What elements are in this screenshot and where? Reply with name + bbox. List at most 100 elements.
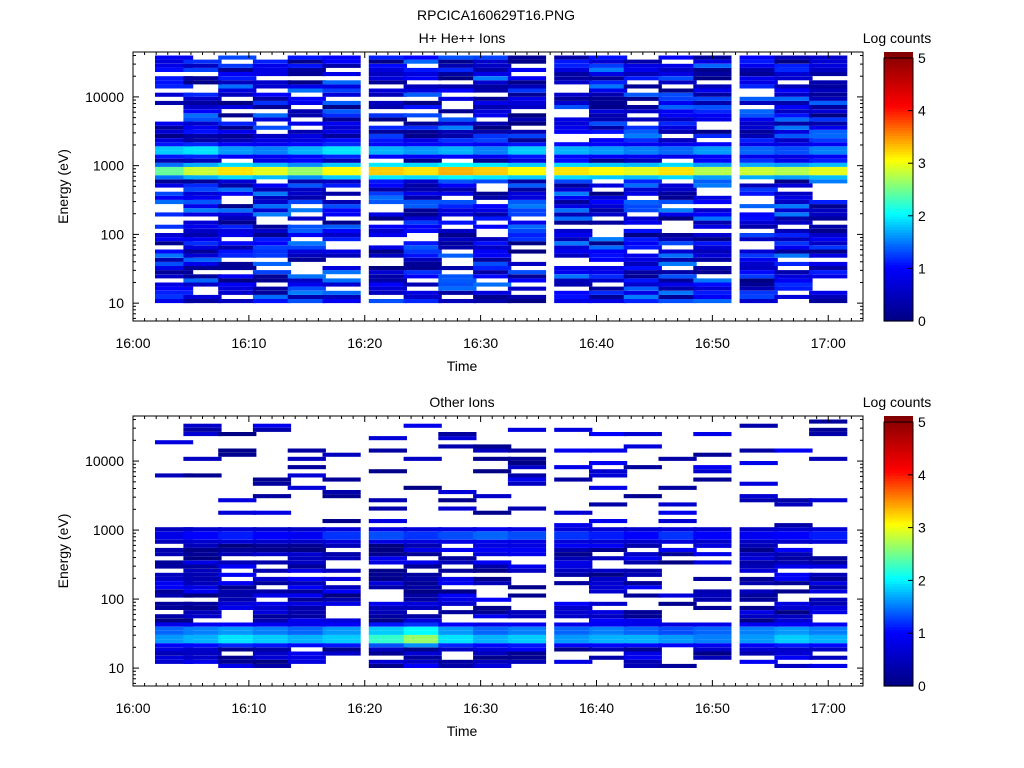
heatmap-cell: [739, 560, 778, 565]
heatmap-cell: [252, 643, 292, 648]
heatmap-cell: [183, 241, 222, 246]
heatmap-cell: [809, 270, 848, 275]
heatmap-cell: [155, 576, 194, 581]
heatmap-cell: [774, 622, 813, 627]
heatmap-cell: [183, 167, 222, 172]
heatmap-cell: [473, 659, 512, 664]
heatmap-cell: [507, 626, 547, 631]
heatmap-cell: [403, 133, 442, 138]
heatmap-cell: [739, 150, 778, 155]
heatmap-cell: [183, 659, 222, 664]
heatmap-cell: [473, 564, 512, 569]
heatmap-cell: [322, 556, 361, 561]
heatmap-cell: [287, 556, 326, 561]
heatmap-cell: [809, 138, 848, 143]
heatmap-cell: [218, 138, 257, 143]
heatmap-cell: [658, 187, 697, 192]
heatmap-cell: [287, 278, 326, 283]
heatmap-cell: [774, 572, 813, 577]
heatmap-cell: [252, 581, 292, 586]
heatmap-cell: [507, 535, 547, 540]
heatmap-cell: [589, 270, 628, 275]
heatmap-cell: [368, 647, 407, 652]
heatmap-cell: [322, 150, 361, 155]
colorbar-segment: [884, 486, 913, 490]
heatmap-cell: [473, 125, 512, 130]
heatmap-cell: [287, 257, 326, 262]
heatmap-cell: [287, 651, 326, 656]
heatmap-cell: [218, 547, 257, 552]
heatmap-cell: [809, 266, 848, 271]
heatmap-cell: [623, 162, 662, 167]
heatmap-cell: [183, 257, 222, 262]
heatmap-cell: [287, 473, 326, 478]
heatmap-cell: [507, 481, 547, 486]
heatmap-cell: [252, 535, 292, 540]
heatmap-cell: [368, 576, 407, 581]
heatmap-cell: [183, 299, 222, 304]
heatmap-cell: [438, 539, 477, 544]
heatmap-cell: [589, 286, 628, 291]
heatmap-cell: [368, 278, 407, 283]
heatmap-cell: [473, 133, 512, 138]
heatmap-cell: [739, 257, 778, 262]
heatmap-cell: [554, 290, 593, 295]
heatmap-cell: [623, 171, 662, 176]
heatmap-cell: [507, 195, 547, 200]
heatmap-cell: [368, 622, 407, 627]
heatmap-cell: [438, 630, 477, 635]
heatmap-cell: [809, 601, 848, 606]
colorbar-segment: [884, 216, 913, 220]
colorbar-segment: [884, 178, 913, 182]
heatmap-cell: [368, 498, 407, 503]
heatmap-cell: [623, 614, 662, 619]
heatmap-cell: [623, 622, 662, 627]
heatmap-cell: [809, 142, 848, 147]
heatmap-cell: [739, 187, 778, 192]
heatmap-cell: [809, 605, 848, 610]
heatmap-cell: [623, 527, 662, 532]
heatmap-cell: [739, 581, 778, 586]
colorbar-segment: [884, 116, 913, 120]
heatmap-cell: [658, 216, 697, 221]
heatmap-cell: [693, 535, 732, 540]
heatmap-cell: [658, 601, 697, 606]
heatmap-cell: [658, 121, 697, 126]
heatmap-cell: [589, 294, 628, 299]
heatmap-cell: [183, 655, 222, 660]
heatmap-cell: [287, 560, 326, 565]
heatmap-cell: [739, 535, 778, 540]
heatmap-cell: [739, 191, 778, 196]
heatmap-cell: [589, 618, 628, 623]
colorbar-segment: [884, 307, 913, 311]
heatmap-cell: [322, 200, 361, 205]
heatmap-cell: [438, 200, 477, 205]
heatmap-cell: [368, 527, 407, 532]
colorbar-segment: [884, 499, 913, 503]
heatmap-cell: [438, 191, 477, 196]
heatmap-cell: [473, 274, 512, 279]
heatmap-cell: [739, 539, 778, 544]
heatmap-cell: [623, 216, 662, 221]
heatmap-cell: [658, 519, 697, 524]
heatmap-cell: [403, 270, 442, 275]
heatmap-cell: [403, 76, 442, 81]
heatmap-cell: [693, 597, 732, 602]
colorbar-segment: [884, 599, 913, 603]
heatmap-cell: [155, 100, 194, 105]
heatmap-cell: [507, 506, 547, 511]
colorbar-segment: [884, 445, 913, 449]
heatmap-cell: [554, 158, 593, 163]
colorbar-segment: [884, 529, 913, 533]
heatmap-cell: [218, 626, 257, 631]
heatmap-cell: [507, 133, 547, 138]
heatmap-cell: [739, 183, 778, 188]
heatmap-cell: [507, 146, 547, 151]
heatmap-cell: [183, 237, 222, 242]
heatmap-cell: [774, 643, 813, 648]
heatmap-cell: [473, 643, 512, 648]
heatmap-cell: [473, 290, 512, 295]
heatmap-cell: [809, 655, 848, 660]
heatmap-cell: [739, 138, 778, 143]
heatmap-cell: [438, 643, 477, 648]
